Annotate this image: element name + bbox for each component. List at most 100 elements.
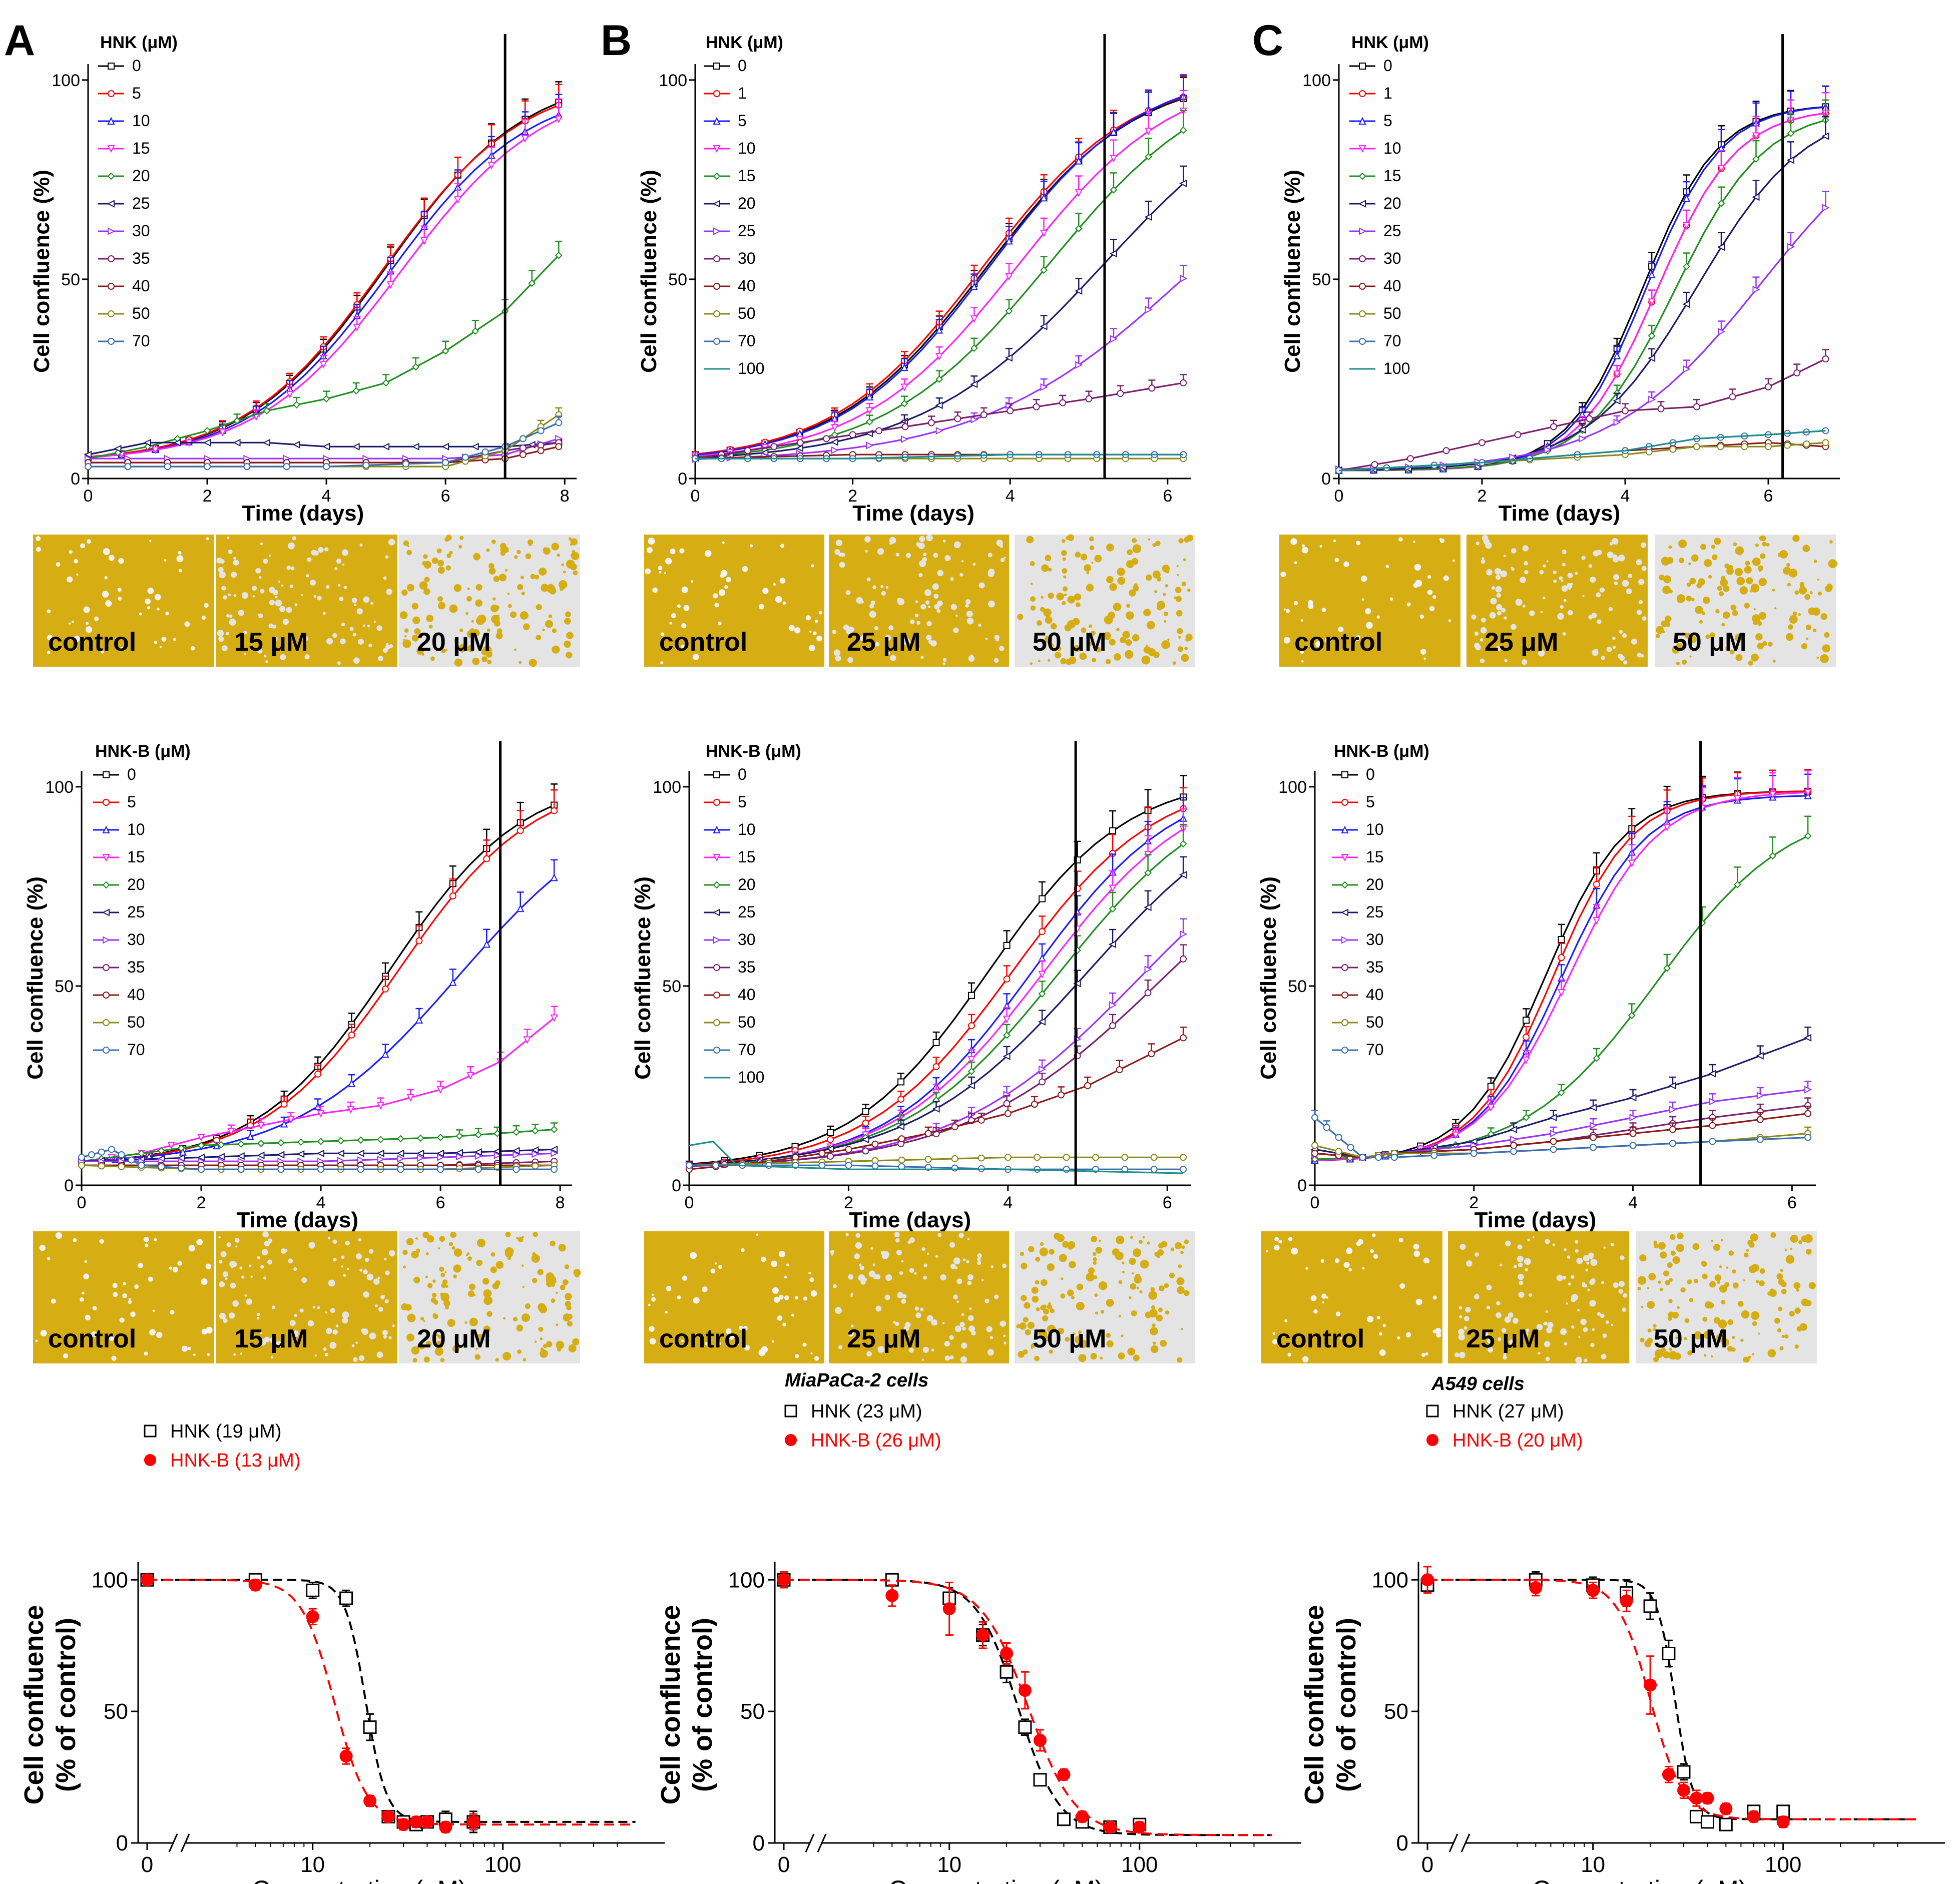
legend-marker bbox=[108, 283, 115, 290]
data-point bbox=[1628, 1012, 1636, 1020]
data-point bbox=[532, 1162, 539, 1170]
thumbnail-speckle bbox=[986, 1326, 993, 1332]
legend-marker bbox=[1359, 255, 1366, 262]
thumbnail-speckle bbox=[517, 550, 521, 554]
data-point bbox=[1039, 928, 1046, 935]
thumbnail-speckle bbox=[1049, 1329, 1052, 1332]
thumbnail-speckle bbox=[1423, 1257, 1429, 1264]
x-tick-label: 0 bbox=[77, 1193, 87, 1212]
legend-label: 70 bbox=[738, 1041, 756, 1059]
data-point bbox=[1179, 179, 1187, 188]
thumbnail-speckle bbox=[1714, 538, 1721, 545]
thumbnail-speckle bbox=[1513, 1317, 1519, 1324]
data-point bbox=[1003, 1031, 1011, 1039]
y-tick-label: 50 bbox=[1288, 977, 1307, 996]
data-point bbox=[1752, 155, 1760, 163]
thumbnail-speckle bbox=[1003, 1334, 1006, 1337]
thumbnail-speckle bbox=[481, 648, 488, 656]
data-point bbox=[286, 390, 294, 399]
thumbnail-speckle bbox=[401, 589, 408, 596]
data-point bbox=[118, 1163, 125, 1170]
thumbnail-speckle bbox=[1367, 1315, 1374, 1322]
thumbnail-speckle bbox=[560, 587, 564, 591]
thumbnail-speckle bbox=[239, 1266, 243, 1270]
thumbnail-speckle bbox=[1566, 1302, 1568, 1305]
thumbnail-speckle bbox=[1030, 561, 1035, 566]
thumbnail-speckle bbox=[894, 1232, 900, 1238]
thumbnail-speckle bbox=[1150, 1327, 1158, 1335]
data-point bbox=[376, 1149, 384, 1157]
thumbnail-speckle bbox=[536, 604, 542, 611]
thumbnail-speckle bbox=[1668, 1299, 1673, 1303]
thumbnail-speckle bbox=[908, 1347, 914, 1353]
thumbnail-speckle bbox=[937, 570, 944, 577]
thumbnail-speckle bbox=[1511, 567, 1515, 571]
thumbnail-speckle bbox=[112, 1283, 118, 1288]
data-point bbox=[396, 1149, 404, 1157]
data-point bbox=[932, 1105, 940, 1113]
thumbnail-speckle bbox=[340, 638, 346, 645]
thumbnail-speckle bbox=[1822, 644, 1830, 653]
thumbnail-speckle bbox=[453, 1274, 457, 1279]
y-tick-label: 100 bbox=[1302, 71, 1331, 90]
thumbnail-speckle bbox=[324, 1352, 328, 1357]
data-point bbox=[439, 1820, 452, 1834]
data-point bbox=[1000, 1647, 1014, 1660]
thumbnail-speckle bbox=[1640, 542, 1647, 548]
thumbnail-speckle bbox=[1522, 545, 1529, 552]
legend-marker bbox=[713, 799, 721, 806]
thumbnail-speckle bbox=[1620, 1255, 1625, 1260]
data-point bbox=[1103, 1820, 1117, 1834]
thumbnail-speckle bbox=[1568, 1282, 1571, 1286]
data-point bbox=[1529, 1581, 1543, 1595]
thumbnail-speckle bbox=[1136, 1286, 1140, 1290]
data-point bbox=[246, 1132, 254, 1141]
thumbnail-speckle bbox=[1360, 575, 1367, 582]
data-point bbox=[1075, 157, 1083, 165]
data-point bbox=[523, 1036, 531, 1044]
thumbnail-speckle bbox=[1686, 582, 1691, 587]
thumbnail-speckle bbox=[439, 1266, 444, 1272]
thumbnail-speckle bbox=[495, 1358, 499, 1362]
data-point bbox=[555, 251, 563, 259]
data-point bbox=[124, 463, 132, 470]
thumbnail-speckle bbox=[492, 1282, 499, 1290]
thumbnail-speckle bbox=[1804, 594, 1811, 600]
x-tick-label: 2 bbox=[1478, 487, 1487, 506]
thumbnail-speckle bbox=[519, 661, 522, 664]
series-line-15 bbox=[695, 129, 1184, 458]
thumbnail-speckle bbox=[665, 558, 672, 565]
data-point bbox=[397, 1818, 410, 1831]
thumbnail-speckle bbox=[1000, 558, 1005, 563]
thumbnail-speckle bbox=[1376, 1316, 1380, 1319]
thumbnail-speckle bbox=[1474, 631, 1479, 636]
thumbnail-speckle bbox=[1141, 655, 1151, 665]
thumbnail-speckle bbox=[791, 1313, 794, 1317]
thumbnail-speckle bbox=[1699, 620, 1703, 624]
thumbnail-speckle bbox=[1665, 1280, 1671, 1285]
series-line-25 bbox=[689, 874, 1184, 1166]
thumbnail-speckle bbox=[725, 1328, 732, 1334]
thumbnail-speckle bbox=[1062, 1241, 1069, 1248]
x-tick-label: 6 bbox=[1787, 1193, 1797, 1212]
thumbnail-label: control bbox=[1276, 1324, 1364, 1353]
thumbnail-speckle bbox=[534, 1340, 537, 1343]
data-point bbox=[381, 1810, 395, 1823]
data-point bbox=[1005, 237, 1013, 245]
data-point bbox=[1709, 1122, 1716, 1129]
thumbnail-speckle bbox=[532, 1277, 538, 1283]
legend-label: 0 bbox=[132, 57, 141, 75]
thumbnail-speckle bbox=[252, 586, 257, 591]
thumbnail-speckle bbox=[431, 557, 438, 564]
thumbnail-speckle bbox=[540, 1349, 548, 1358]
thumbnail-speckle bbox=[831, 1253, 833, 1256]
thumbnail-speckle bbox=[219, 571, 226, 579]
thumbnail-speckle bbox=[443, 1299, 450, 1307]
thumbnail-speckle bbox=[1628, 574, 1633, 578]
thumbnail-speckle bbox=[538, 1326, 544, 1332]
data-point bbox=[849, 431, 856, 438]
data-point bbox=[935, 426, 943, 435]
thumbnail-speckle bbox=[353, 657, 360, 664]
thumbnail-speckle bbox=[1037, 620, 1042, 626]
data-point bbox=[1040, 229, 1048, 238]
